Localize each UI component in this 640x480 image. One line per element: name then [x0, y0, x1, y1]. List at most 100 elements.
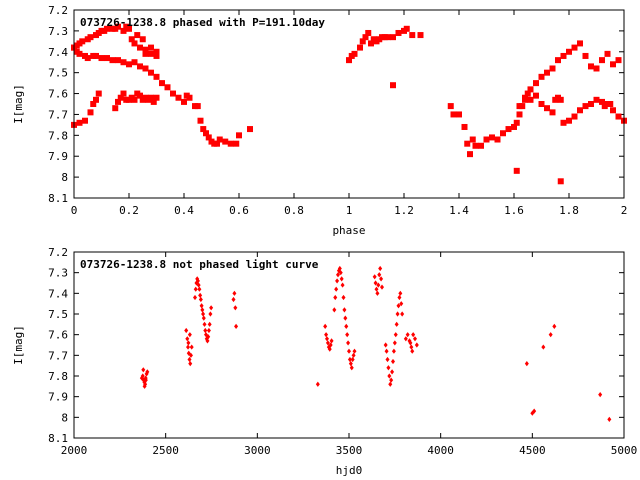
phased-data-point	[516, 103, 523, 110]
unphased-data-point	[234, 323, 239, 329]
unphased-data-point	[339, 276, 344, 282]
phased-data-point	[464, 140, 471, 147]
phased-data-point	[610, 61, 616, 68]
phased-data-point	[148, 69, 154, 76]
phased-data-point	[522, 96, 528, 103]
unphased-data-point	[607, 416, 612, 422]
phased-data-point	[79, 38, 86, 45]
phased-data-point	[447, 103, 454, 110]
phased-data-point	[120, 90, 127, 97]
phased-data-point	[599, 57, 605, 64]
phased-data-point	[604, 50, 611, 57]
unphased-y-tick-label: 7.4	[48, 287, 68, 300]
phased-data-point	[582, 103, 589, 110]
phased-data-point	[216, 136, 223, 143]
unphased-data-point	[388, 381, 393, 387]
unphased-data-point	[532, 408, 537, 414]
phased-data-point	[524, 90, 531, 97]
phased-data-point	[615, 113, 622, 120]
unphased-y-axis-label: I[mag]	[12, 325, 25, 365]
phased-x-axis-label: phase	[332, 224, 365, 237]
unphased-data-point	[189, 344, 194, 350]
phased-data-point	[200, 126, 207, 133]
unphased-y-tick-label: 7.9	[48, 391, 68, 404]
unphased-data-point	[333, 294, 338, 301]
phased-data-point	[104, 55, 110, 62]
phased-data-point	[142, 50, 149, 57]
phased-data-point	[90, 101, 97, 107]
unphased-data-point	[198, 296, 203, 303]
unphased-data-point	[393, 332, 398, 338]
unphased-data-point	[199, 303, 204, 309]
phased-data-point	[131, 96, 138, 103]
phased-data-point	[403, 25, 410, 32]
phased-data-point	[511, 123, 517, 130]
phased-data-point	[115, 57, 121, 64]
phased-data-point	[76, 50, 83, 57]
unphased-data-point	[347, 348, 351, 354]
phased-data-point	[170, 90, 176, 97]
unphased-x-axis-label: hjd0	[336, 464, 363, 477]
unphased-data-point	[188, 361, 193, 367]
unphased-data-point	[413, 336, 417, 342]
phased-data-point	[560, 119, 567, 126]
phased-data-point	[538, 73, 545, 80]
unphased-data-point	[392, 340, 397, 346]
unphased-data-point	[403, 336, 408, 342]
unphased-data-point	[195, 278, 200, 284]
phased-x-tick-label: 0.2	[119, 204, 139, 217]
unphased-data-point	[327, 346, 332, 352]
phased-data-point	[469, 136, 476, 143]
unphased-data-point	[373, 280, 378, 286]
phased-data-point	[115, 98, 121, 105]
unphased-y-tick-label: 8	[61, 411, 68, 424]
unphased-data-point	[332, 307, 337, 313]
unphased-data-point	[342, 307, 347, 313]
phased-data-point	[368, 40, 374, 47]
unphased-data-point	[411, 332, 416, 338]
phased-chart-title: 073726-1238.8 phased with P=191.10day	[80, 16, 325, 29]
unphased-data-point	[232, 290, 237, 296]
unphased-y-tick-label: 8.1	[48, 432, 68, 445]
unphased-data-point	[186, 340, 191, 346]
unphased-data-point	[324, 332, 329, 338]
phased-data-point	[549, 109, 556, 116]
unphased-data-point	[548, 332, 553, 338]
unphased-data-point	[204, 332, 208, 338]
phased-data-point	[153, 48, 160, 55]
unphased-data-point	[323, 323, 328, 329]
phased-data-point	[527, 96, 534, 103]
phased-data-point	[109, 57, 116, 64]
phased-data-point	[516, 111, 523, 118]
unphased-data-point	[408, 340, 413, 346]
phased-data-point	[384, 34, 391, 41]
phased-data-point	[450, 111, 457, 118]
phased-data-point	[175, 94, 182, 101]
unphased-data-point	[349, 365, 354, 371]
unphased-y-tick-label: 7.8	[48, 370, 68, 383]
phased-data-points	[71, 23, 627, 185]
unphased-tick-labels: 2000 2500 3000 3500 4000 4500 5000 7.2 7.3 7.4 7.5…	[48, 246, 637, 457]
phased-y-tick-label: 7.7	[48, 108, 68, 121]
unphased-data-point	[185, 336, 190, 342]
phased-y-tick-label: 7.3	[48, 25, 68, 38]
unphased-y-tick-label: 7.2	[48, 246, 68, 259]
unphased-data-point	[187, 356, 192, 363]
phased-y-tick-label: 7.8	[48, 129, 68, 142]
phased-data-point	[153, 73, 160, 80]
phased-data-point	[120, 59, 127, 66]
phased-x-tick-label: 0	[71, 204, 78, 217]
unphased-data-point	[203, 327, 208, 334]
phased-data-point	[593, 96, 600, 103]
unphased-data-point	[379, 276, 384, 282]
unphased-chart-title: 073726-1238.8 not phased light curve	[80, 258, 319, 271]
unphased-data-point	[328, 342, 333, 348]
unphased-data-point	[186, 344, 191, 350]
phased-data-point	[117, 94, 124, 101]
unphased-data-point	[552, 323, 557, 329]
phased-data-point	[588, 63, 594, 70]
unphased-x-tick-label: 2000	[61, 444, 88, 457]
unphased-data-point	[530, 410, 535, 416]
unphased-data-point	[407, 338, 412, 344]
